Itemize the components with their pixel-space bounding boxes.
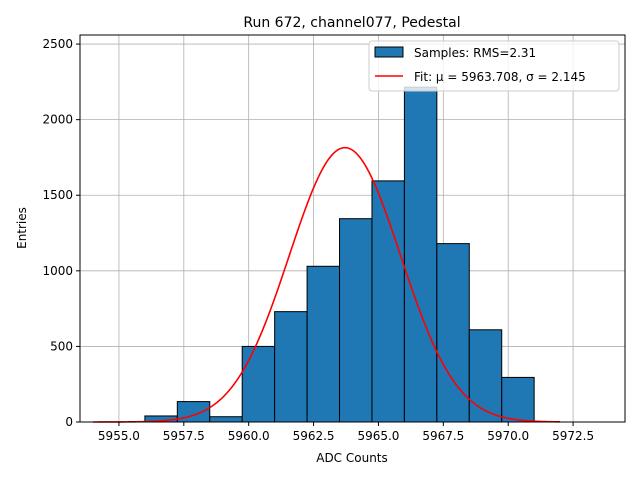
x-axis-ticks: 5955.0 5957.5 5960.0 5962.5 5965.0 5967.5 5970… bbox=[98, 422, 594, 443]
x-tick-label-2: 5960.0 bbox=[228, 429, 270, 443]
y-tick-label-3: 1500 bbox=[42, 188, 73, 202]
y-tick-label-5: 2500 bbox=[42, 37, 73, 51]
histogram-bar-9 bbox=[436, 243, 470, 423]
histogram-bars bbox=[144, 86, 535, 423]
histogram-bar-3 bbox=[241, 345, 276, 423]
x-tick-label-1: 5957.5 bbox=[163, 429, 205, 443]
histogram-bar-10 bbox=[468, 329, 503, 423]
histogram-bar-4 bbox=[274, 311, 308, 423]
y-axis-label: Entries bbox=[15, 207, 29, 249]
x-tick-label-3: 5962.5 bbox=[293, 429, 335, 443]
y-tick-label-2: 1000 bbox=[42, 264, 73, 278]
x-axis-label: ADC Counts bbox=[316, 451, 388, 465]
x-tick-label-5: 5967.5 bbox=[422, 429, 464, 443]
x-tick-label-0: 5955.0 bbox=[98, 429, 140, 443]
legend-swatch-samples bbox=[374, 46, 404, 58]
x-tick-label-7: 5972.5 bbox=[552, 429, 594, 443]
y-tick-label-4: 2000 bbox=[42, 113, 73, 127]
fit-curve-line bbox=[92, 146, 561, 423]
legend: Samples: RMS=2.31 Fit: μ = 5963.708, σ =… bbox=[368, 40, 620, 92]
histogram-bar-6 bbox=[339, 218, 373, 423]
histogram-bar-2 bbox=[209, 416, 243, 423]
plot-frame bbox=[79, 34, 626, 423]
y-tick-label-1: 500 bbox=[50, 339, 73, 353]
histogram-bar-8 bbox=[403, 86, 438, 423]
legend-label-samples: Samples: RMS=2.31 bbox=[414, 46, 536, 60]
histogram-bar-11 bbox=[501, 376, 535, 423]
fit-curve-group bbox=[92, 146, 561, 423]
histogram-bar-5 bbox=[306, 265, 341, 423]
chart-title: Run 672, channel077, Pedestal bbox=[243, 15, 460, 31]
y-tick-label-0: 0 bbox=[65, 415, 73, 429]
legend-label-fit: Fit: μ = 5963.708, σ = 2.145 bbox=[414, 70, 586, 84]
x-tick-label-6: 5970.0 bbox=[487, 429, 529, 443]
legend-box bbox=[368, 40, 620, 92]
x-tick-label-4: 5965.0 bbox=[357, 429, 399, 443]
y-axis-ticks: 0 500 1000 1500 2000 2500 bbox=[42, 37, 80, 429]
